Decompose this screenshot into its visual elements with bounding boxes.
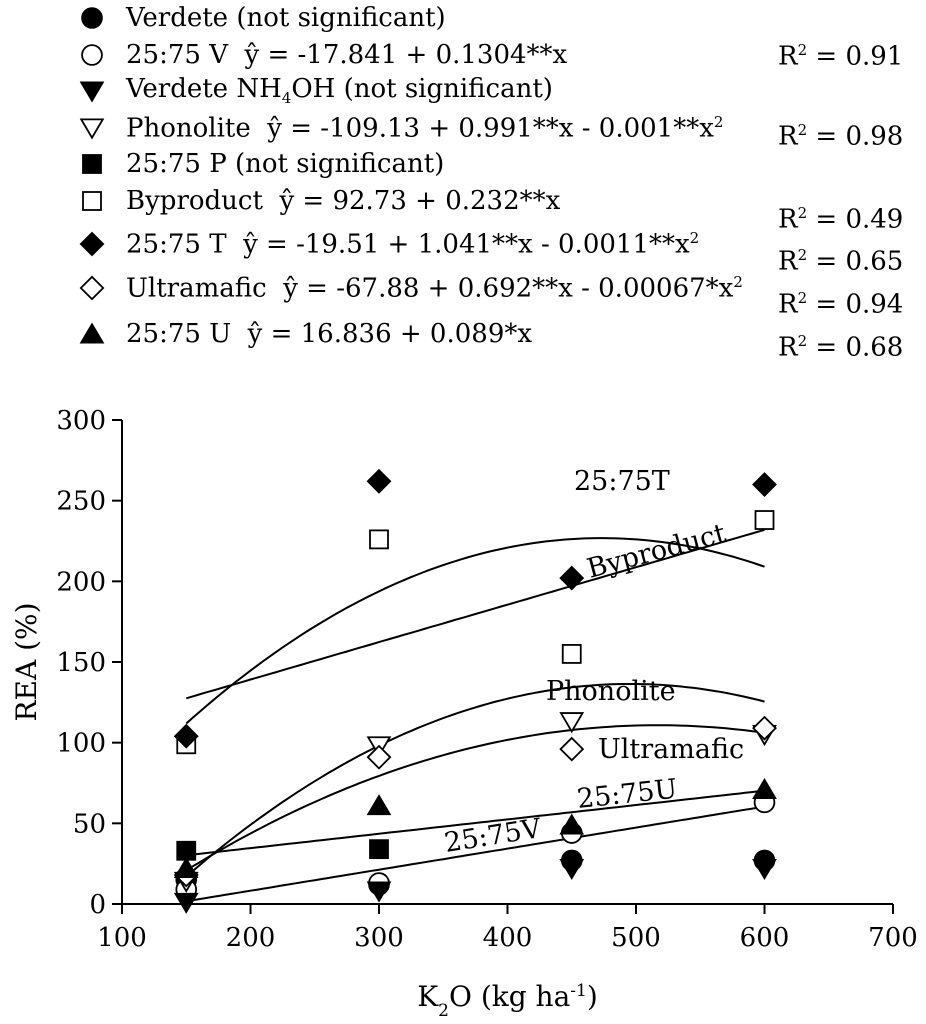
legend-label: 25:75 P (not significant) (126, 149, 445, 179)
fit-curves (185, 528, 765, 903)
legend-label: Byproduct ŷ = 92.73 + 0.232**x (126, 186, 561, 216)
filled-diamond-icon (79, 231, 105, 257)
data-point (752, 858, 777, 881)
open-circle-icon (81, 44, 103, 66)
curve-label: Ultramafic (598, 734, 744, 765)
data-point (559, 736, 585, 762)
fit-curve-2575v (186, 805, 765, 903)
filled-square-icon (82, 154, 102, 174)
y-axis-label: REA (%) (10, 602, 43, 721)
legend-label: 25:75 V ŷ = -17.841 + 0.1304**x (126, 40, 568, 70)
data-point (366, 794, 392, 816)
y-tick-label: 300 (56, 406, 106, 436)
data-point (752, 472, 777, 497)
x-tick-label: 500 (611, 923, 661, 953)
data-point (173, 892, 199, 914)
open-square-icon (82, 191, 102, 211)
legend-label: 25:75 T ŷ = -19.51 + 1.041**x - 0.0011**… (126, 228, 700, 260)
y-tick-label: 200 (56, 567, 106, 597)
data-point (752, 715, 777, 741)
data-point (559, 712, 585, 734)
data-point (366, 468, 392, 494)
r-squared-label: R2 = 0.49 (778, 204, 904, 235)
curve-label: Phonolite (546, 676, 676, 707)
open-triangle-down-icon (79, 118, 105, 140)
legend-marker (79, 231, 105, 257)
legend-label: Phonolite ŷ = -109.13 + 0.991**x - 0.001… (126, 112, 724, 144)
filled-triangle-up-icon (79, 322, 105, 344)
axes: 0 50 100 150 200 250 300 100 200 300 400 500 600 700 (56, 406, 917, 953)
legend-entry: 25:75 U ŷ = 16.836 + 0.089*x (78, 316, 532, 352)
filled-circle-icon (81, 7, 103, 29)
fit-curve-byproduct (186, 528, 765, 700)
y-tick-label: 250 (56, 487, 106, 517)
x-tick-label: 700 (868, 923, 918, 953)
legend-marker (79, 81, 105, 103)
legend-marker (79, 118, 105, 140)
r-squared-label: R2 = 0.65 (778, 246, 904, 277)
data-point (369, 529, 389, 550)
x-tick-label: 400 (483, 923, 533, 953)
legend-label: Ultramafic ŷ = -67.88 + 0.692**x - 0.000… (126, 272, 743, 304)
legend-label: Verdete NH4OH (not significant) (126, 74, 553, 108)
legend-marker (79, 275, 105, 301)
legend-entry: 25:75 P (not significant) (78, 146, 444, 182)
y-tick-label: 150 (56, 648, 106, 678)
legend-label: 25:75 U ŷ = 16.836 + 0.089*x (126, 319, 533, 349)
legend-entry: Byproduct ŷ = 92.73 + 0.232**x (78, 183, 560, 219)
x-tick-label: 300 (354, 923, 404, 953)
y-tick-label: 50 (73, 809, 106, 839)
data-points (173, 468, 777, 914)
data-point (369, 839, 389, 860)
curve-label: 25:75V (442, 813, 543, 859)
y-tick-label: 100 (56, 729, 106, 759)
curve-label: 25:75T (574, 466, 670, 497)
legend-marker (79, 322, 105, 344)
curve-label: 25:75U (575, 774, 678, 815)
data-point (559, 813, 585, 835)
legend-marker (81, 44, 103, 66)
legend-entry: 25:75 V ŷ = -17.841 + 0.1304**x (78, 37, 567, 73)
data-point (754, 510, 775, 530)
legend-marker (82, 154, 102, 174)
fit-curve-ultramafic (185, 724, 765, 872)
data-point (561, 644, 582, 664)
r-squared-label: R2 = 0.68 (778, 332, 904, 363)
data-point (559, 565, 585, 591)
x-tick-label: 200 (226, 923, 276, 953)
y-tick-label: 0 (89, 890, 106, 920)
fit-curve-2575u (186, 789, 765, 857)
data-point (559, 858, 585, 881)
legend-marker (82, 191, 102, 211)
legend-marker (81, 7, 103, 29)
open-diamond-icon (79, 275, 105, 301)
data-point (366, 744, 392, 770)
legend-entry: Verdete (not significant) (78, 0, 446, 36)
data-point (366, 881, 392, 903)
fit-curve-phonolite (185, 683, 765, 878)
legend-entry: Phonolite ŷ = -109.13 + 0.991**x - 0.001… (78, 110, 723, 146)
curve-label: Byproduct (584, 518, 730, 585)
x-axis-label: K2O (kg ha-1) (417, 980, 598, 1021)
data-point (173, 857, 199, 879)
legend-label: Verdete (not significant) (126, 3, 446, 33)
x-tick-label: 100 (97, 923, 147, 953)
legend-entry: 25:75 T ŷ = -19.51 + 1.041**x - 0.0011**… (78, 226, 699, 262)
r-squared-label: R2 = 0.91 (778, 41, 904, 72)
data-point (173, 723, 199, 749)
legend-entry: Ultramafic ŷ = -67.88 + 0.692**x - 0.000… (78, 270, 743, 306)
data-point (752, 777, 777, 799)
r-squared-label: R2 = 0.94 (778, 289, 904, 320)
r-squared-label: R2 = 0.98 (778, 121, 904, 152)
legend: Verdete (not significant) 25:75 V ŷ = -17… (0, 0, 926, 363)
fit-curve-2575t (185, 537, 765, 725)
x-tick-label: 600 (740, 923, 790, 953)
legend-entry: Verdete NH4OH (not significant) (78, 73, 553, 109)
filled-triangle-down-icon (79, 81, 105, 103)
